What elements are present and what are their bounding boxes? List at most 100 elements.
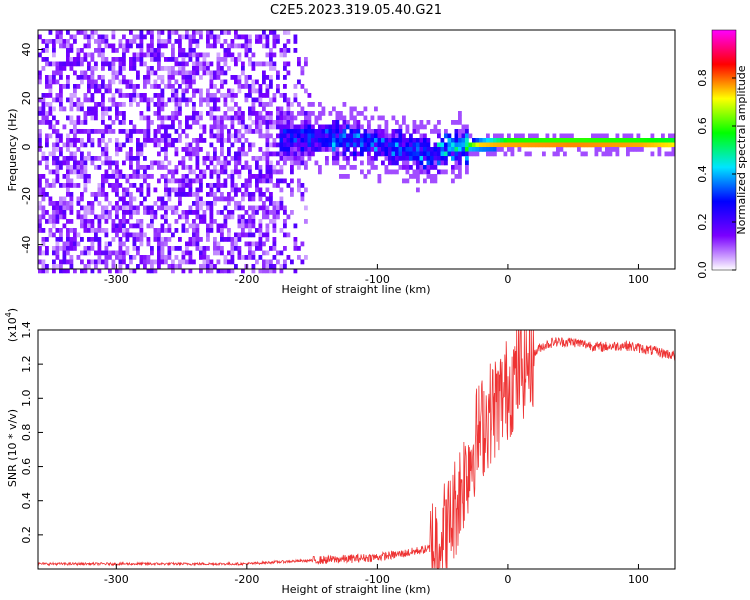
spectrogram-cell <box>181 147 186 152</box>
spectrogram-cell <box>405 178 410 184</box>
spectrogram-cell <box>118 111 123 116</box>
spectrogram-cell <box>132 255 137 260</box>
spectrogram-cell <box>580 138 585 143</box>
spectrogram-cell <box>97 246 102 251</box>
spectrogram-cell <box>69 219 74 224</box>
spectrogram-cell <box>181 178 186 184</box>
spectrogram-cell <box>461 129 466 134</box>
spectrogram-cell <box>234 241 238 247</box>
spectrogram-cell <box>286 115 291 121</box>
spectrogram-cell <box>265 160 270 166</box>
spectrogram-cell <box>178 192 182 197</box>
spectrogram-cell <box>300 120 305 125</box>
spectrogram-cell <box>297 79 301 85</box>
spectrogram-cell <box>370 138 375 143</box>
spectrogram-cell <box>52 214 56 220</box>
spectrogram-cell <box>248 250 252 256</box>
spectrogram-cell <box>636 133 641 139</box>
spectrogram-cell <box>405 129 410 134</box>
spectrogram-cell <box>265 250 270 256</box>
spectrogram-cell <box>220 183 224 188</box>
spectrogram-cell <box>248 34 252 40</box>
spectrogram-cell <box>52 97 56 103</box>
spectrogram-cell <box>265 43 270 49</box>
spectrogram-cell <box>265 142 270 148</box>
spectrogram-cell <box>265 138 270 143</box>
spectrogram-cell <box>419 120 424 125</box>
spectrogram-cell <box>209 268 214 274</box>
spectrogram-cell <box>552 133 557 139</box>
spectrogram-cell <box>62 196 67 202</box>
spectrogram-cell <box>304 138 308 143</box>
spectrogram-cell <box>349 138 354 143</box>
spectrogram-cell <box>419 147 424 152</box>
spectrogram-cell <box>111 43 116 49</box>
spectrogram-cell <box>220 160 224 166</box>
spectrogram-cell <box>136 165 140 170</box>
spectrogram-cell <box>202 97 207 103</box>
spectrogram-cell <box>332 124 336 130</box>
spectrogram-cell <box>220 192 224 197</box>
spectrogram-cell <box>216 223 221 229</box>
spectrogram-cell <box>122 174 126 179</box>
spectrogram-cell <box>255 156 259 161</box>
spectrogram-cell <box>164 39 168 44</box>
spectrogram-cell <box>209 133 214 139</box>
spectrogram-cell <box>486 147 490 152</box>
spectrogram-cell <box>216 183 221 188</box>
spectrogram-cell <box>167 142 172 148</box>
spectrogram-cell <box>83 43 88 49</box>
spectrogram-cell <box>178 61 182 67</box>
spectrogram-cell <box>440 142 445 148</box>
spectrogram-cell <box>346 133 350 139</box>
spectrogram-cell <box>157 196 161 202</box>
spectrogram-cell <box>111 174 116 179</box>
spectrogram-cell <box>192 228 196 233</box>
spectrogram-cell <box>255 79 259 85</box>
spectrogram-cell <box>48 75 53 80</box>
spectrogram-cell <box>150 120 154 125</box>
spectrogram-cell <box>178 39 182 44</box>
spectrogram-cell <box>237 223 242 229</box>
spectrogram-cell <box>167 133 172 139</box>
spectrogram-cell <box>262 259 266 265</box>
spectrogram-cell <box>52 250 56 256</box>
spectrogram-cell <box>227 30 231 35</box>
spectrogram-cell <box>45 111 49 116</box>
spectrogram-cell <box>192 75 196 80</box>
spectrogram-cell <box>143 129 147 134</box>
spectrogram-cell <box>132 52 137 58</box>
spectrogram-cell <box>167 75 172 80</box>
spectrogram-cell <box>255 124 259 130</box>
spectrogram-cell <box>237 75 242 80</box>
spectrogram-cell <box>55 34 60 40</box>
spectrogram-cell <box>269 57 273 62</box>
spectrogram-cell <box>269 120 273 125</box>
spectrogram-cell <box>489 151 494 157</box>
spectrogram-cell <box>416 142 420 148</box>
spectrogram-cell <box>209 43 214 49</box>
spectrogram-cell <box>664 142 669 148</box>
spectrogram-cell <box>346 120 350 125</box>
spectrogram-cell <box>342 129 347 134</box>
spectrogram-cell <box>199 30 203 35</box>
spectrogram-cell <box>188 43 193 49</box>
spectrogram-cell <box>216 88 221 94</box>
spectrogram-cell <box>216 138 221 143</box>
spectrogram-cell <box>272 138 277 143</box>
spectrogram-cell <box>244 124 249 130</box>
spectrogram-cell <box>440 151 445 157</box>
spectrogram-cell <box>59 30 63 35</box>
spectrogram-cell <box>458 156 462 161</box>
spectrogram-cell <box>150 39 154 44</box>
spectrogram-cell <box>55 79 60 85</box>
spectrogram-cell <box>237 205 242 211</box>
spectrogram-cell <box>153 268 158 274</box>
spectrogram-cell <box>171 120 175 125</box>
spectrogram-cell <box>188 151 193 157</box>
spectrogram-cell <box>181 75 186 80</box>
spectrogram-cell <box>188 241 193 247</box>
spectrogram-cell <box>276 178 280 184</box>
spectrogram-cell <box>111 34 116 40</box>
spectrogram-cell <box>153 214 158 220</box>
